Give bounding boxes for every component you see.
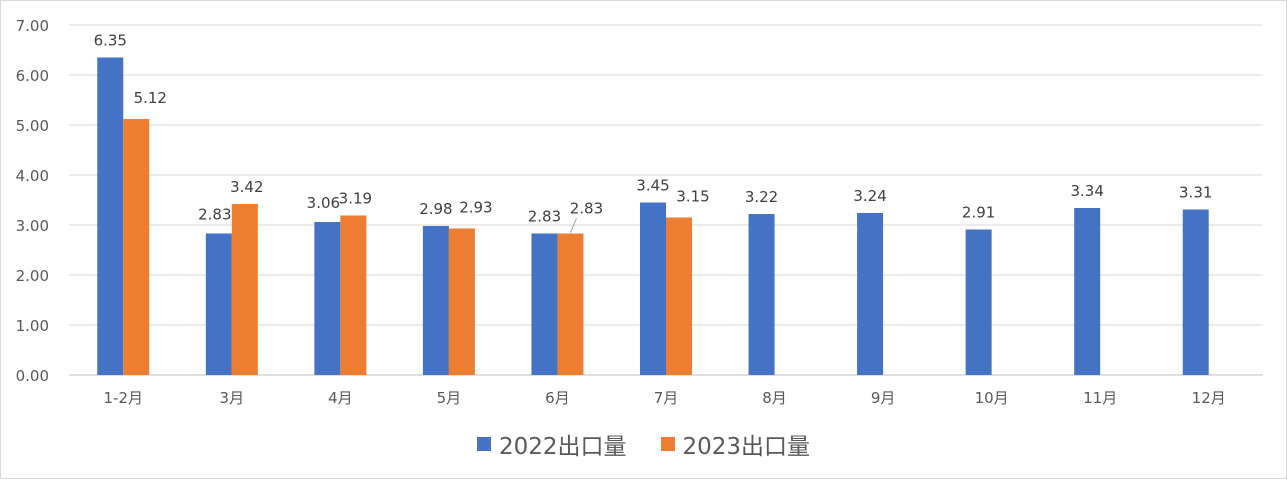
data-label: 2.98 — [419, 200, 452, 218]
y-tick-label: 1.00 — [16, 317, 49, 335]
bar-2022 — [857, 213, 884, 375]
legend-swatch-2023 — [660, 437, 675, 451]
data-label: 6.35 — [94, 32, 127, 50]
data-label: 2.91 — [962, 204, 995, 222]
data-label: 3.31 — [1179, 184, 1212, 202]
data-label: 2.83 — [528, 208, 561, 226]
x-tick-label: 8月 — [762, 389, 787, 407]
bar-2023 — [666, 217, 692, 375]
leader-line — [569, 218, 577, 233]
y-tick-label: 6.00 — [16, 67, 49, 85]
bar-2022 — [97, 57, 124, 375]
legend-label-2022: 2022出口量 — [498, 434, 627, 460]
y-tick-label: 2.00 — [16, 267, 49, 285]
bar-2022 — [1182, 209, 1209, 375]
legend-item-2022: 2022出口量 — [476, 427, 627, 461]
data-label: 2.83 — [198, 206, 231, 224]
data-label: 2.93 — [459, 199, 492, 217]
bar-2022 — [314, 222, 341, 375]
legend-swatch-2022 — [476, 437, 491, 451]
legend-label-2023: 2023出口量 — [682, 434, 811, 460]
data-label: 3.45 — [636, 177, 669, 195]
y-tick-label: 0.00 — [16, 367, 49, 385]
bar-2023 — [557, 233, 584, 375]
bar-2022 — [205, 233, 232, 375]
bar-2022 — [422, 226, 449, 375]
data-label: 2.83 — [570, 200, 603, 218]
x-tick-label: 10月 — [975, 389, 1009, 407]
data-label: 3.15 — [676, 188, 709, 206]
data-label: 3.19 — [339, 190, 372, 208]
x-tick-label: 7月 — [654, 389, 679, 407]
x-tick-label: 4月 — [328, 389, 353, 407]
x-tick-label: 6月 — [545, 389, 570, 407]
legend: 2022出口量 2023出口量 — [0, 424, 1287, 464]
x-tick-label: 3月 — [220, 389, 245, 407]
y-tick-label: 3.00 — [16, 217, 49, 235]
data-label: 3.22 — [745, 188, 778, 206]
legend-item-2023: 2023出口量 — [660, 427, 811, 461]
y-tick-label: 5.00 — [16, 117, 49, 135]
x-tick-label: 5月 — [437, 389, 462, 407]
bar-2023 — [123, 119, 150, 375]
data-label: 3.06 — [307, 194, 340, 212]
bar-2022 — [531, 233, 558, 375]
data-label: 3.34 — [1070, 182, 1103, 200]
bar-2023 — [231, 204, 258, 375]
x-tick-label: 12月 — [1192, 389, 1226, 407]
x-tick-label: 9月 — [871, 389, 896, 407]
x-tick-label: 1-2月 — [104, 389, 144, 407]
bar-2022 — [640, 202, 666, 375]
data-label: 3.42 — [230, 178, 263, 196]
bar-2022 — [965, 229, 992, 375]
data-label: 3.24 — [853, 187, 886, 205]
x-tick-label: 11月 — [1083, 389, 1117, 407]
y-tick-label: 7.00 — [16, 17, 49, 35]
data-label: 5.12 — [134, 89, 167, 107]
bar-2022 — [1074, 208, 1101, 375]
bar-2022 — [748, 214, 775, 375]
bar-2023 — [448, 228, 475, 375]
bar-2023 — [340, 215, 367, 375]
y-tick-label: 4.00 — [16, 167, 49, 185]
